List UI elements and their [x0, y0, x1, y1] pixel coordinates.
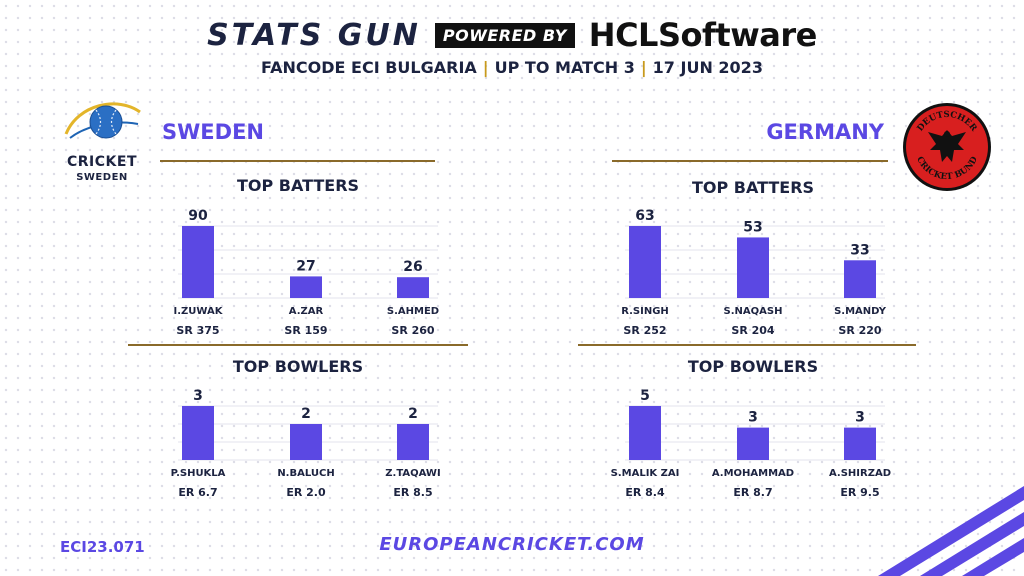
- stat-label: ER 6.7: [178, 486, 217, 499]
- category-label: R.SINGH: [621, 306, 669, 317]
- data-label: 3: [855, 410, 865, 426]
- subtitle-date: 17 JUN 2023: [652, 58, 763, 77]
- category-label: P.SHUKLA: [171, 468, 226, 479]
- germany-top-bowlers-chart: 5 S.MALIK ZAI ER 8.4 3 A.MOHAMMAD ER 8.7 3 A.SH…: [611, 388, 891, 499]
- data-label: 53: [743, 219, 762, 235]
- bar: [182, 226, 214, 298]
- category-label: S.MANDY: [834, 306, 887, 317]
- germany-top-batters-title: TOP BATTERS: [691, 178, 815, 197]
- data-label: 90: [188, 208, 208, 224]
- data-label: 5: [640, 388, 650, 404]
- germany-top-batters-chart: 63 R.SINGH SR 252 53 S.NAQASH SR 204 33 S.MANDY…: [621, 208, 887, 337]
- stat-label: ER 8.5: [393, 486, 432, 499]
- bar: [397, 277, 429, 298]
- stat-label: ER 8.7: [733, 486, 772, 499]
- stat-label: SR 220: [838, 324, 882, 337]
- sweden-logo-text: CRICKET: [67, 154, 137, 170]
- category-label: I.ZUWAK: [174, 306, 224, 317]
- hcl-software-logo: HCLSoftware: [588, 16, 818, 54]
- stat-label: SR 204: [731, 324, 775, 337]
- subtitle-separator: |: [640, 58, 647, 77]
- germany-team-title: GERMANY: [766, 120, 884, 144]
- category-label: Z.TAQAWI: [385, 468, 440, 479]
- data-label: 3: [748, 410, 758, 426]
- stat-label: SR 159: [284, 324, 327, 337]
- stats-gun-logo: STATS GUN: [207, 17, 421, 53]
- sweden-top-bowlers-title: TOP BOWLERS: [232, 357, 364, 376]
- stat-label: SR 375: [176, 324, 219, 337]
- brand-header: STATS GUN POWERED BY HCLSoftware: [0, 12, 1024, 58]
- bar: [737, 427, 769, 460]
- bar: [629, 406, 661, 460]
- page-subtitle: FANCODE ECI BULGARIA | UP TO MATCH 3 | 17 JU…: [0, 58, 1024, 77]
- bar: [844, 427, 876, 460]
- bar: [290, 424, 322, 460]
- data-label: 2: [301, 406, 311, 422]
- bar: [629, 226, 661, 298]
- bar: [397, 424, 429, 460]
- category-label: S.MALIK ZAI: [611, 468, 680, 479]
- germany-top-bowlers-title: TOP BOWLERS: [687, 357, 819, 376]
- subtitle-tournament: FANCODE ECI BULGARIA: [261, 58, 477, 77]
- stat-label: ER 2.0: [286, 486, 326, 499]
- category-label: S.NAQASH: [724, 306, 783, 317]
- bar: [737, 237, 769, 298]
- sweden-top-batters-title: TOP BATTERS: [236, 176, 360, 195]
- data-label: 63: [635, 208, 654, 224]
- corner-stripes-decoration: [878, 486, 1024, 576]
- stat-label: ER 8.4: [625, 486, 665, 499]
- data-label: 27: [296, 258, 315, 274]
- data-label: 26: [403, 259, 422, 275]
- stat-label: SR 260: [391, 324, 435, 337]
- cricket-ball-icon: [64, 102, 141, 139]
- sweden-section-divider: [128, 344, 468, 346]
- germany-header-divider: [612, 160, 888, 162]
- footer-code: ECI23.071: [60, 538, 145, 556]
- eagle-crest-icon: DEUTSCHER CRICKET BUND: [903, 103, 991, 191]
- bar: [182, 406, 214, 460]
- powered-by-badge: POWERED BY: [434, 22, 575, 48]
- footer-website-link[interactable]: EUROPEANCRICKET.COM: [379, 534, 645, 555]
- subtitle-separator: |: [482, 58, 489, 77]
- category-label: A.MOHAMMAD: [712, 468, 794, 479]
- sweden-logo-subtext: SWEDEN: [76, 172, 128, 183]
- category-label: N.BALUCH: [277, 468, 334, 479]
- deutscher-cricket-bund-logo: DEUTSCHER CRICKET BUND: [900, 100, 994, 194]
- data-label: 33: [850, 242, 869, 258]
- stat-label: ER 9.5: [840, 486, 879, 499]
- stat-label: SR 252: [623, 324, 666, 337]
- bar: [844, 260, 876, 298]
- sweden-team-title: SWEDEN: [162, 120, 264, 144]
- sweden-top-batters-chart: 90 I.ZUWAK SR 375 27 A.ZAR SR 159 26 S.AHMED SR …: [174, 208, 440, 337]
- sweden-top-bowlers-chart: 3 P.SHUKLA ER 6.7 2 N.BALUCH ER 2.0 2 Z.TAQAWI E…: [171, 388, 441, 499]
- category-label: S.AHMED: [387, 306, 439, 317]
- sweden-header-divider: [160, 160, 435, 162]
- data-label: 2: [408, 406, 418, 422]
- subtitle-match: UP TO MATCH 3: [494, 58, 635, 77]
- data-label: 3: [193, 388, 203, 404]
- category-label: A.SHIRZAD: [829, 468, 891, 479]
- germany-section-divider: [578, 344, 916, 346]
- bar: [290, 276, 322, 298]
- category-label: A.ZAR: [289, 306, 324, 317]
- cricket-sweden-logo: CRICKET SWEDEN: [52, 94, 152, 190]
